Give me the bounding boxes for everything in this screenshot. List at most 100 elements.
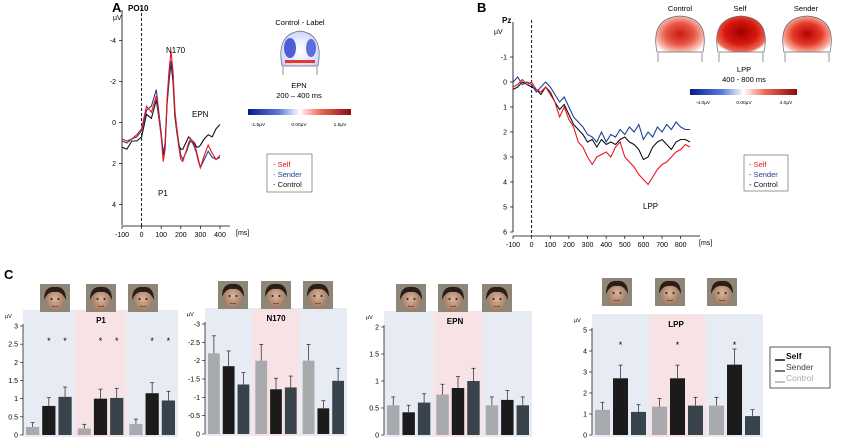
eye bbox=[413, 298, 416, 300]
scale-a-mid: 0.00µV bbox=[291, 122, 307, 128]
scale-a-max: 1.5µV bbox=[334, 122, 347, 128]
mouth bbox=[229, 302, 237, 305]
significance-star: * bbox=[676, 340, 680, 350]
bar bbox=[58, 396, 72, 435]
face-shape bbox=[46, 289, 64, 311]
legend-c: Self Sender Control bbox=[769, 346, 831, 389]
mouth bbox=[613, 299, 621, 302]
series-line-self bbox=[512, 78, 691, 186]
legend-a-self: - Self bbox=[273, 160, 291, 169]
y-tick-label: 3 bbox=[583, 370, 587, 377]
x-tick-label: 100 bbox=[155, 232, 167, 239]
scale-b-min: -4.0µV bbox=[696, 100, 711, 106]
map-a-component: EPN bbox=[291, 81, 306, 90]
face-stimulus-photo bbox=[303, 281, 333, 309]
y-tick-label: 0 bbox=[583, 433, 587, 440]
y-tick-label: 1.5 bbox=[8, 378, 18, 385]
panel-a-ylabel: µV bbox=[113, 15, 122, 22]
significance-star: * bbox=[733, 340, 737, 350]
x-tick-label: -100 bbox=[506, 242, 520, 249]
y-tick-label: 1 bbox=[14, 396, 18, 403]
y-tick-label: -1 bbox=[501, 55, 507, 62]
map-a-window: 200 – 400 ms bbox=[276, 91, 322, 100]
eye bbox=[138, 298, 141, 300]
y-tick-label: 0 bbox=[14, 433, 18, 440]
eye bbox=[724, 292, 727, 294]
x-tick-label: 200 bbox=[175, 232, 187, 239]
face-stimulus-photo bbox=[86, 284, 116, 312]
y-tick-label: 1 bbox=[583, 412, 587, 419]
face-shape bbox=[608, 283, 626, 305]
peak-label-epn: EPN bbox=[192, 110, 209, 119]
y-tick-label: 1.5 bbox=[369, 352, 379, 359]
bar-chart-n170: 0 -0.5 -1 -1.5 -2 -2.5 -3µV N170 bbox=[187, 281, 347, 439]
panel-a-electrode: PO10 bbox=[128, 4, 149, 13]
hair bbox=[659, 280, 681, 294]
panel-b: B Pz µV -1 0 1 2 3 4 5 6 -100 0 100 200 300 400 500 600… bbox=[477, 0, 832, 249]
scale-a-min: -1.5µV bbox=[251, 122, 266, 128]
face-shape bbox=[444, 289, 462, 311]
face-stimulus-photo bbox=[602, 278, 632, 306]
legend-c-sender: Sender bbox=[786, 362, 814, 372]
significance-star: * bbox=[619, 340, 623, 350]
bar bbox=[284, 387, 297, 434]
y-tick-label: -2 bbox=[110, 79, 116, 86]
bar-chart-p1: 0 0.5 1 1.5 2 2.5 3µV P1 * * * * * * bbox=[5, 284, 178, 440]
mouth bbox=[449, 305, 457, 308]
legend-c-self: Self bbox=[786, 351, 802, 361]
hair bbox=[307, 283, 329, 297]
bar bbox=[501, 399, 514, 435]
legend-b-control: - Control bbox=[749, 180, 778, 189]
bar bbox=[255, 360, 268, 434]
bar bbox=[595, 409, 610, 435]
face-stimulus-photo bbox=[218, 281, 248, 309]
scalp-map-self bbox=[716, 15, 766, 62]
erp-plot-pz: -1 0 1 2 3 4 5 6 -100 0 100 200 300 400 500 600 700 800 bbox=[501, 20, 700, 249]
face-shape bbox=[713, 283, 731, 305]
y-tick-label: 2 bbox=[583, 391, 587, 398]
map-b-component: LPP bbox=[737, 65, 751, 74]
x-tick-label: 200 bbox=[563, 242, 575, 249]
eye bbox=[612, 292, 615, 294]
x-tick-label: 700 bbox=[656, 242, 668, 249]
eye bbox=[50, 298, 53, 300]
eye bbox=[717, 292, 720, 294]
mouth bbox=[51, 305, 59, 308]
bar bbox=[26, 427, 40, 435]
y-tick-label: 4 bbox=[112, 202, 116, 209]
y-tick-label: -2 bbox=[194, 358, 200, 365]
y-tick-label: 0 bbox=[503, 80, 507, 87]
face-shape bbox=[92, 289, 110, 311]
bar bbox=[237, 384, 250, 434]
x-tick-label: 600 bbox=[638, 242, 650, 249]
face-stimulus-photo bbox=[128, 284, 158, 312]
y-tick-label: 1 bbox=[375, 379, 379, 386]
face-stimulus-photo bbox=[482, 284, 512, 312]
bar bbox=[317, 408, 330, 434]
y-tick-label: 0 bbox=[375, 433, 379, 440]
scalp-map-sender bbox=[782, 15, 832, 62]
legend-a-sender: - Sender bbox=[273, 170, 302, 179]
legend-b: - Self - Sender - Control bbox=[743, 154, 789, 192]
y-tick-label: -4 bbox=[110, 38, 116, 45]
map-b-window: 400 - 800 ms bbox=[722, 75, 766, 84]
hair bbox=[606, 280, 628, 294]
x-tick-label: -100 bbox=[115, 232, 129, 239]
bar bbox=[652, 406, 667, 435]
y-tick-label: 1 bbox=[503, 105, 507, 112]
eye bbox=[320, 295, 323, 297]
series-line-control bbox=[512, 81, 691, 161]
eye bbox=[665, 292, 668, 294]
face-shape bbox=[488, 289, 506, 311]
color-scale-b bbox=[690, 89, 797, 95]
bar bbox=[402, 412, 415, 435]
bar bbox=[516, 405, 529, 435]
color-scale-a bbox=[248, 109, 351, 115]
mouth bbox=[666, 299, 674, 302]
bar bbox=[302, 360, 315, 434]
face-stimulus-photo bbox=[655, 278, 685, 306]
face-shape bbox=[267, 286, 285, 308]
y-axis-label: µV bbox=[366, 315, 373, 321]
